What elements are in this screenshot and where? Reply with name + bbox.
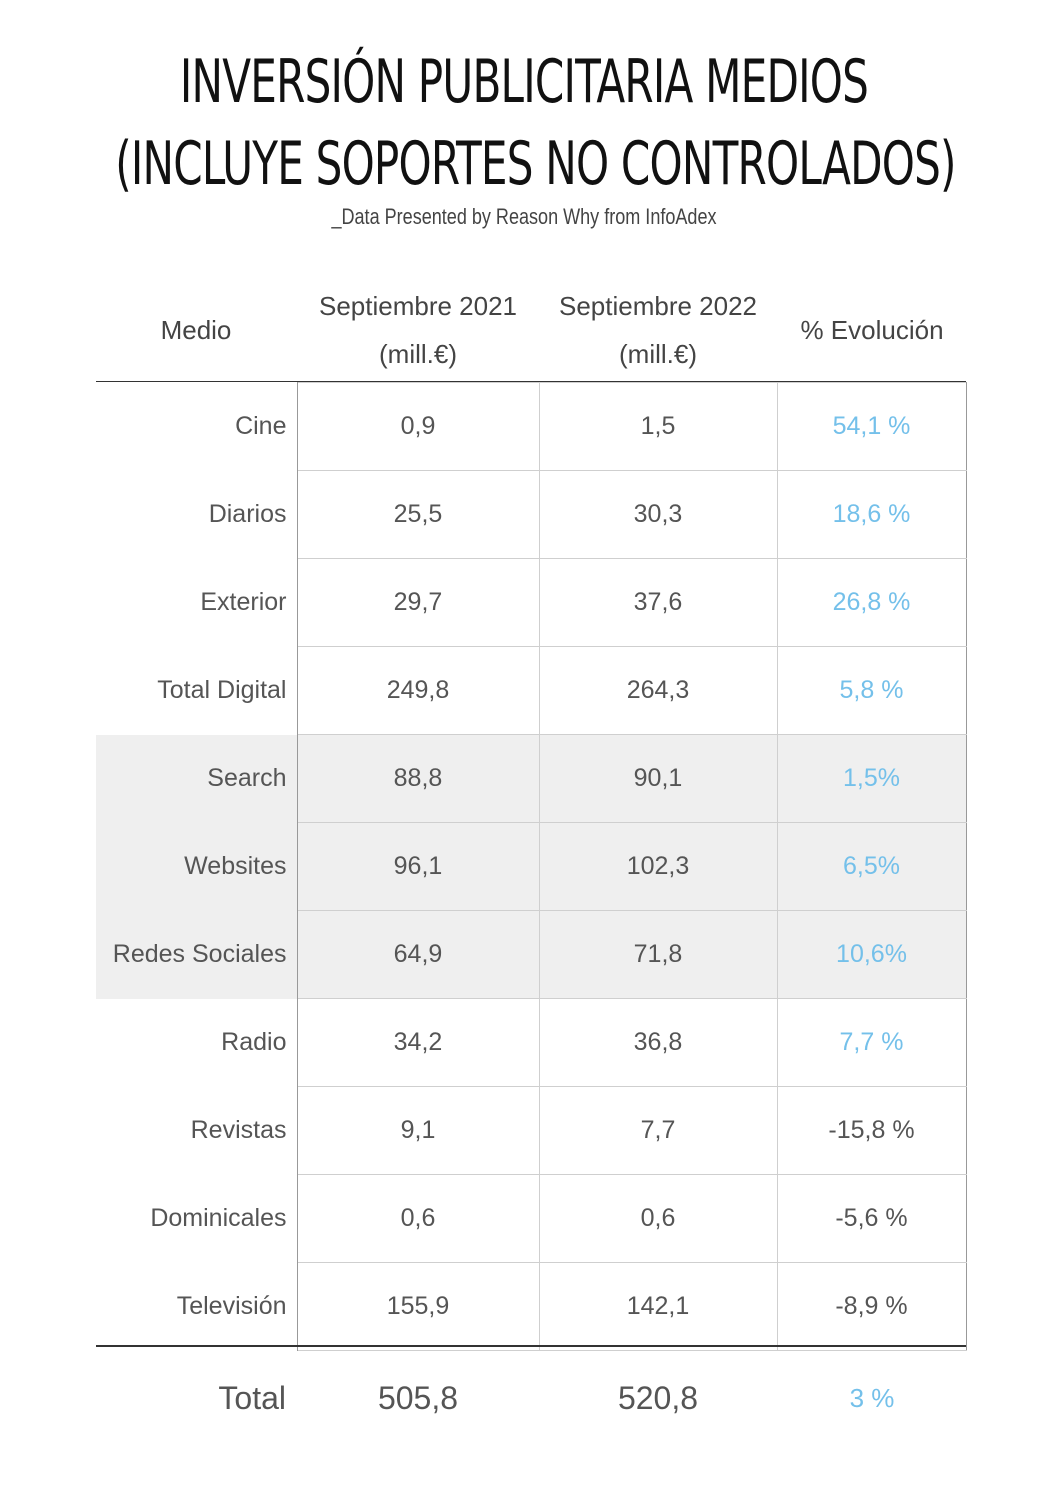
cell-medio: Diarios [96,470,298,559]
header-septiembre-2021-line2: (mill.€) [379,339,457,369]
total-evolucion: 3 % [849,1383,895,1413]
cell-septiembre-2021: 0,9 [296,382,540,471]
cell-medio: Televisión [96,1262,298,1351]
title-line-2: (INCLUYE SOPORTES NO CONTROLADOS) [115,129,956,199]
table-row: Dominicales 0,6 0,6 -5,6 % [96,1174,967,1263]
cell-medio: Radio [96,998,298,1087]
total-label: Total [218,1380,286,1416]
header-evolucion: % Evolución [800,315,944,345]
cell-septiembre-2021: 0,6 [296,1174,540,1263]
table-row: Revistas 9,1 7,7 -15,8 % [96,1086,967,1175]
table-bottom-rule [96,1345,966,1347]
cell-medio: Exterior [96,558,298,647]
header-septiembre-2021: Septiembre 2021 (mill.€) [297,282,539,378]
table-row: Radio 34,2 36,8 7,7 % [96,998,967,1087]
data-table: Cine 0,9 1,5 54,1 % Diarios 25,5 30,3 18,6 % Ext… [96,382,967,1351]
cell-evolucion: 5,8 % [776,646,967,735]
table-top-rule [96,381,966,382]
cell-evolucion: 54,1 % [776,382,967,471]
cell-medio: Total Digital [96,646,298,735]
header-septiembre-2022-line1: Septiembre 2022 [558,291,758,321]
cell-medio: Revistas [96,1086,298,1175]
cell-septiembre-2021: 88,8 [296,734,540,823]
total-septiembre-2022: 520,8 [617,1380,699,1416]
table-row: Exterior 29,7 37,6 26,8 % [96,558,967,647]
cell-septiembre-2022: 36,8 [538,998,778,1087]
cell-septiembre-2022: 37,6 [538,558,778,647]
cell-septiembre-2022: 90,1 [538,734,778,823]
cell-medio: Redes Sociales [96,910,298,999]
cell-evolucion: -8,9 % [776,1262,967,1351]
header-medio: Medio [160,315,232,345]
cell-medio: Dominicales [96,1174,298,1263]
cell-septiembre-2022: 1,5 [538,382,778,471]
cell-septiembre-2021: 25,5 [296,470,540,559]
header-septiembre-2022: Septiembre 2022 (mill.€) [539,282,777,378]
cell-evolucion: 10,6% [776,910,967,999]
total-septiembre-2021: 505,8 [377,1380,459,1416]
cell-septiembre-2022: 7,7 [538,1086,778,1175]
table-row: Televisión 155,9 142,1 -8,9 % [96,1262,967,1351]
table-row: Websites 96,1 102,3 6,5% [96,822,967,911]
cell-septiembre-2021: 96,1 [296,822,540,911]
cell-septiembre-2022: 142,1 [538,1262,778,1351]
title-line-1: INVERSIÓN PUBLICITARIA MEDIOS [179,47,869,117]
cell-septiembre-2021: 9,1 [296,1086,540,1175]
table-body: Cine 0,9 1,5 54,1 % Diarios 25,5 30,3 18,6 % Ext… [96,382,967,1351]
table-row: Total Digital 249,8 264,3 5,8 % [96,646,967,735]
header-septiembre-2022-line2: (mill.€) [619,339,697,369]
table-row: Search 88,8 90,1 1,5% [96,734,967,823]
table-row: Diarios 25,5 30,3 18,6 % [96,470,967,559]
cell-evolucion: 18,6 % [776,470,967,559]
cell-septiembre-2022: 264,3 [538,646,778,735]
cell-evolucion: 6,5% [776,822,967,911]
table-row: Redes Sociales 64,9 71,8 10,6% [96,910,967,999]
cell-septiembre-2022: 0,6 [538,1174,778,1263]
cell-evolucion: 7,7 % [776,998,967,1087]
cell-septiembre-2022: 30,3 [538,470,778,559]
cell-septiembre-2022: 102,3 [538,822,778,911]
cell-septiembre-2021: 249,8 [296,646,540,735]
cell-septiembre-2021: 34,2 [296,998,540,1087]
table-row: Cine 0,9 1,5 54,1 % [96,382,967,471]
cell-evolucion: -15,8 % [776,1086,967,1175]
cell-septiembre-2021: 64,9 [296,910,540,999]
cell-medio: Search [96,734,298,823]
cell-medio: Cine [96,382,298,471]
cell-septiembre-2021: 29,7 [296,558,540,647]
cell-evolucion: -5,6 % [776,1174,967,1263]
subtitle: _Data Presented by Reason Why from InfoA… [331,204,717,229]
cell-septiembre-2022: 71,8 [538,910,778,999]
cell-septiembre-2021: 155,9 [296,1262,540,1351]
cell-evolucion: 1,5% [776,734,967,823]
cell-evolucion: 26,8 % [776,558,967,647]
cell-medio: Websites [96,822,298,911]
header-septiembre-2021-line1: Septiembre 2021 [318,291,518,321]
